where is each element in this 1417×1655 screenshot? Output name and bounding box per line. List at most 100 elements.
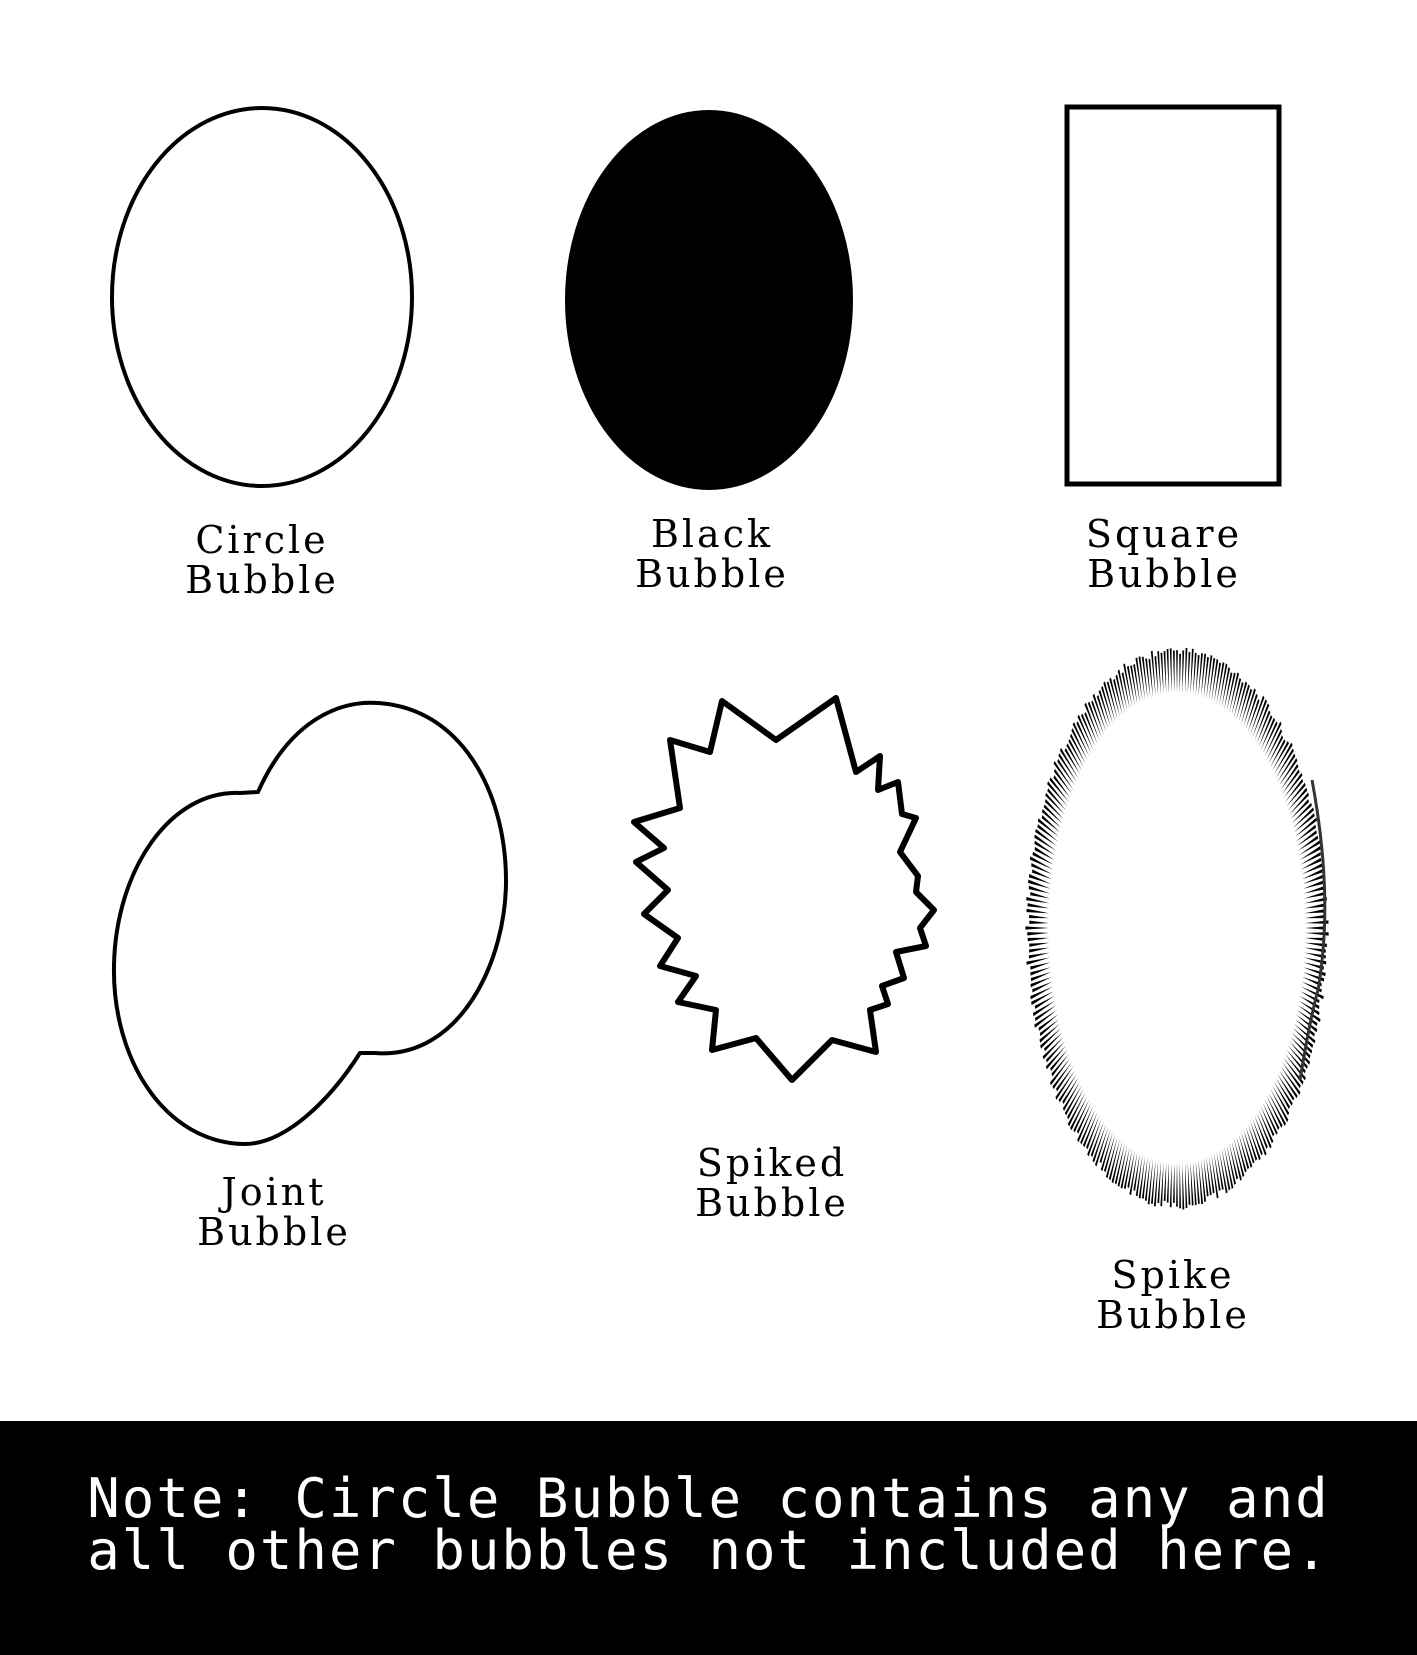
spike-line (1187, 1162, 1191, 1205)
note-line-2: all other bubbles not included here. (87, 1519, 1330, 1582)
spike-line (1233, 1138, 1245, 1178)
spike-line (1098, 689, 1111, 727)
spike-line (1045, 792, 1065, 815)
spike-line (1172, 650, 1175, 694)
spike-line (1166, 648, 1169, 694)
spike-line (1266, 1095, 1283, 1128)
spike-line (1169, 1162, 1172, 1208)
spike-line (1029, 947, 1050, 953)
spike-line (1045, 1045, 1067, 1070)
spike-line (1044, 799, 1064, 820)
spike-line (1041, 809, 1062, 828)
spike-line (1238, 684, 1250, 723)
spike-line (1252, 1118, 1267, 1156)
note-banner (0, 1421, 1417, 1655)
spike-bubble-label-line2: Bubble (1096, 1293, 1250, 1337)
spike-line (1050, 1049, 1068, 1072)
spike-line (1301, 863, 1323, 875)
spike-line (1297, 1005, 1321, 1023)
spike-line (1231, 677, 1242, 716)
spike-line (1067, 1088, 1084, 1120)
spike-line (1176, 650, 1178, 693)
spike-line (1058, 1073, 1077, 1103)
spike-line (1266, 728, 1283, 761)
spike-line (1029, 856, 1054, 870)
spike-line (1114, 1142, 1125, 1185)
spike-line (1272, 1085, 1290, 1116)
spike-line (1169, 648, 1172, 694)
spike-line (1076, 1102, 1092, 1134)
spike-line (1273, 1081, 1291, 1110)
spike-line (1115, 674, 1125, 714)
spike-line (1203, 656, 1209, 699)
spike-line (1270, 739, 1286, 768)
spike-line (1080, 713, 1096, 747)
spike-line (1302, 976, 1322, 987)
spike-line (1129, 1151, 1138, 1196)
spike-line (1105, 1136, 1118, 1179)
spike-shading (1298, 779, 1327, 1081)
circle-bubble-shape (110, 106, 414, 488)
spike-line (1300, 857, 1322, 870)
spike-line (1157, 1161, 1161, 1204)
spike-line (1304, 897, 1327, 904)
spike-line (1195, 654, 1200, 696)
spike-line (1034, 834, 1057, 851)
spike-line (1293, 1023, 1316, 1044)
spike-line (1148, 658, 1154, 698)
black-bubble-label-line2: Bubble (635, 552, 789, 596)
spike-line (1064, 1085, 1082, 1116)
spike-line (1117, 669, 1128, 712)
spike-line (1226, 672, 1236, 712)
spike-line (1193, 1161, 1197, 1206)
spike-line (1163, 1162, 1167, 1202)
spike-line (1045, 1041, 1065, 1063)
spike-line (1226, 1144, 1236, 1185)
spike-line (1153, 1160, 1159, 1207)
spike-line (1077, 714, 1094, 751)
spike-line (1203, 1157, 1209, 1197)
spike-line (1224, 672, 1233, 710)
square-bubble-shape (1064, 104, 1282, 487)
spike-line (1173, 1162, 1175, 1203)
spike-line (1117, 1144, 1128, 1187)
spike-line (1292, 807, 1314, 828)
spike-line (1111, 1140, 1123, 1184)
spike-line (1037, 824, 1058, 842)
spike-line (1037, 818, 1060, 837)
spike-line (1099, 1129, 1111, 1164)
spike-line (1224, 1146, 1234, 1190)
joint-bubble-label: Joint Bubble (174, 1172, 374, 1252)
spike-line (1300, 852, 1321, 865)
spike-line (1296, 824, 1317, 842)
spike-line (1058, 753, 1077, 783)
spike-line (1221, 1148, 1231, 1191)
spike-line (1254, 1115, 1268, 1149)
spike-line (1077, 1105, 1094, 1143)
spike-line (1256, 1112, 1272, 1149)
spike-line (1283, 1058, 1304, 1085)
spike-line (1190, 1161, 1194, 1206)
spike-line (1027, 932, 1050, 936)
spike-line (1282, 769, 1300, 794)
spike-line (1221, 667, 1231, 708)
black-bubble-label: Black Bubble (612, 514, 812, 594)
spike-line (1262, 1102, 1278, 1135)
spike-line (1287, 787, 1308, 811)
spike-line (1026, 896, 1050, 904)
spike-line (1200, 653, 1207, 698)
spike-line (1190, 648, 1194, 695)
spike-line (1123, 663, 1133, 708)
spike-line (1055, 1070, 1076, 1100)
spike-line (1293, 813, 1315, 833)
spiked-bubble-shape (631, 695, 937, 1083)
spike-line (1127, 1149, 1135, 1188)
spike-line (1208, 1155, 1215, 1194)
spike-line (1252, 699, 1267, 738)
spike-line (1286, 782, 1306, 807)
spike-line (1296, 1009, 1318, 1027)
spike-line (1154, 656, 1159, 696)
spike-line (1163, 650, 1167, 694)
black-bubble-label-line1: Black (650, 512, 774, 556)
spike-line (1245, 1126, 1258, 1161)
